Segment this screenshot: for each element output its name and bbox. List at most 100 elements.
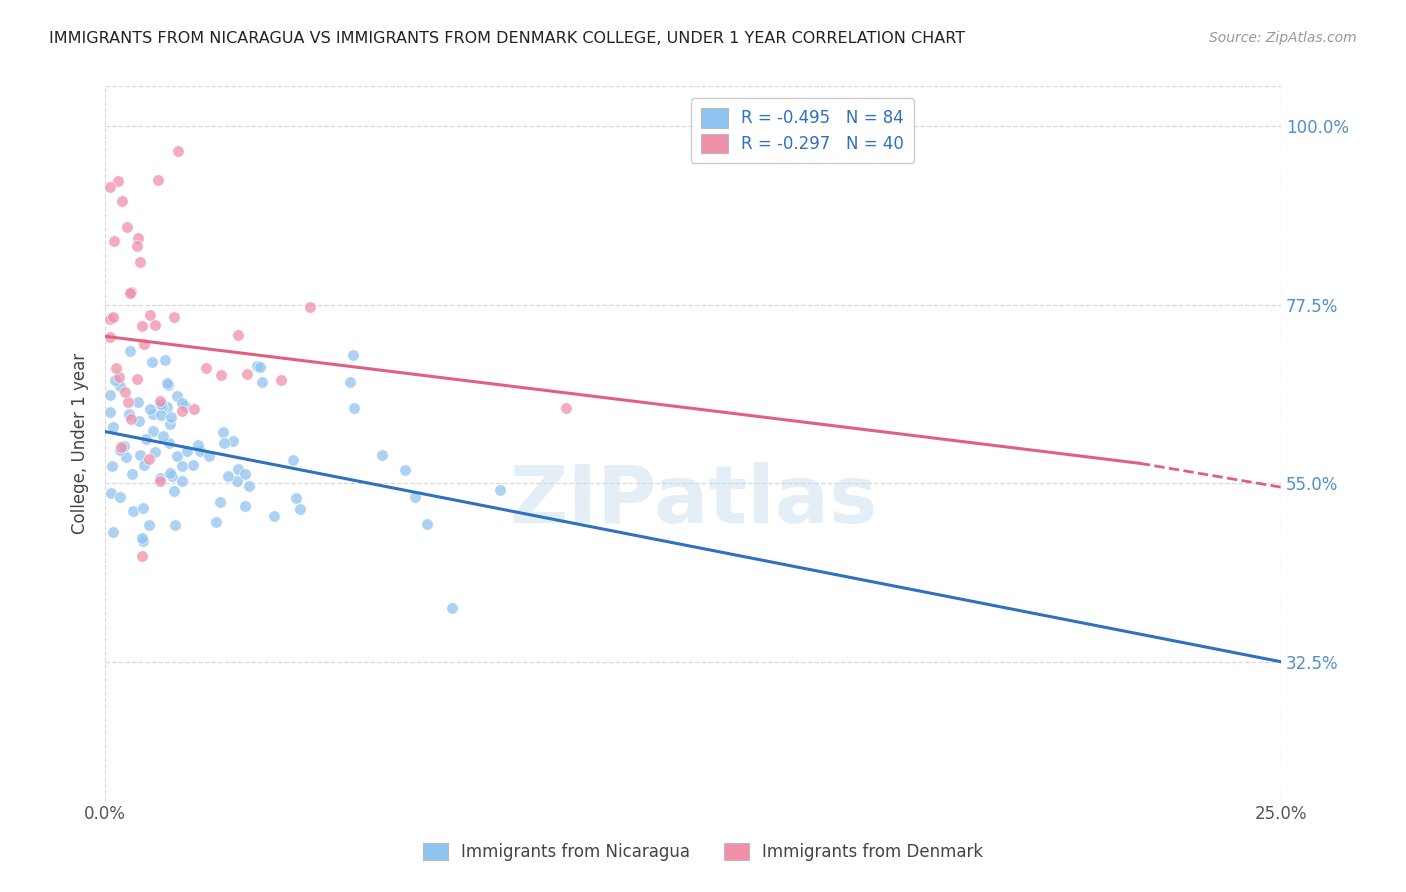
Point bbox=[115, 219, 138, 234]
Legend: R = -0.495   N = 84, R = -0.297   N = 40: R = -0.495 N = 84, R = -0.297 N = 40 bbox=[692, 98, 914, 163]
Point bbox=[132, 533, 155, 548]
Point bbox=[157, 435, 180, 450]
Point bbox=[138, 452, 160, 467]
Point bbox=[170, 396, 193, 410]
Point bbox=[183, 402, 205, 417]
Point bbox=[270, 373, 292, 387]
Point bbox=[127, 394, 149, 409]
Point bbox=[166, 389, 188, 403]
Point bbox=[156, 400, 179, 414]
Point bbox=[143, 445, 166, 459]
Point bbox=[141, 354, 163, 368]
Point bbox=[100, 485, 122, 500]
Point bbox=[228, 327, 250, 342]
Point bbox=[159, 466, 181, 480]
Point bbox=[156, 376, 179, 390]
Point bbox=[138, 518, 160, 533]
Point bbox=[114, 384, 136, 399]
Legend: Immigrants from Nicaragua, Immigrants from Denmark: Immigrants from Nicaragua, Immigrants fr… bbox=[416, 836, 990, 868]
Point bbox=[205, 515, 228, 529]
Point bbox=[152, 428, 174, 442]
Point bbox=[225, 474, 247, 488]
Point bbox=[249, 359, 271, 374]
Point bbox=[132, 337, 155, 351]
Point bbox=[150, 401, 173, 415]
Point bbox=[489, 483, 512, 498]
Point bbox=[212, 425, 235, 439]
Point bbox=[174, 400, 197, 414]
Point bbox=[103, 310, 125, 325]
Point bbox=[125, 372, 148, 386]
Point bbox=[139, 308, 162, 322]
Point bbox=[108, 379, 131, 393]
Point bbox=[127, 231, 149, 245]
Point bbox=[98, 405, 121, 419]
Point bbox=[103, 234, 125, 248]
Point bbox=[246, 359, 269, 373]
Point bbox=[104, 361, 127, 376]
Point bbox=[160, 409, 183, 424]
Point bbox=[149, 397, 172, 411]
Point bbox=[121, 467, 143, 482]
Point bbox=[131, 318, 153, 333]
Point bbox=[129, 255, 152, 269]
Point bbox=[110, 443, 132, 458]
Point bbox=[101, 458, 124, 473]
Point bbox=[98, 388, 121, 402]
Point bbox=[188, 443, 211, 458]
Point bbox=[111, 194, 134, 208]
Point bbox=[176, 443, 198, 458]
Point bbox=[163, 518, 186, 533]
Point bbox=[145, 318, 167, 332]
Point bbox=[120, 285, 142, 299]
Point bbox=[149, 471, 172, 485]
Point bbox=[298, 301, 321, 315]
Point bbox=[233, 467, 256, 482]
Point bbox=[114, 450, 136, 465]
Point bbox=[187, 438, 209, 452]
Text: IMMIGRANTS FROM NICARAGUA VS IMMIGRANTS FROM DENMARK COLLEGE, UNDER 1 YEAR CORRE: IMMIGRANTS FROM NICARAGUA VS IMMIGRANTS … bbox=[49, 31, 966, 46]
Point bbox=[153, 352, 176, 367]
Point bbox=[290, 502, 312, 516]
Point bbox=[108, 490, 131, 504]
Point bbox=[195, 361, 218, 376]
Point bbox=[134, 458, 156, 472]
Point bbox=[101, 524, 124, 539]
Y-axis label: College, Under 1 year: College, Under 1 year bbox=[72, 353, 89, 534]
Point bbox=[212, 436, 235, 450]
Point bbox=[112, 439, 135, 453]
Point bbox=[120, 285, 142, 300]
Point bbox=[129, 448, 152, 462]
Point bbox=[394, 462, 416, 476]
Point bbox=[122, 504, 145, 518]
Point bbox=[371, 448, 394, 462]
Point bbox=[110, 440, 132, 454]
Point bbox=[170, 458, 193, 473]
Point bbox=[209, 368, 232, 382]
Point bbox=[440, 601, 463, 615]
Point bbox=[339, 376, 361, 390]
Point bbox=[118, 344, 141, 359]
Point bbox=[117, 395, 139, 409]
Point bbox=[149, 394, 172, 409]
Point bbox=[166, 145, 188, 159]
Point bbox=[342, 348, 364, 362]
Point bbox=[172, 474, 194, 488]
Point bbox=[283, 452, 305, 467]
Point bbox=[103, 420, 125, 434]
Point bbox=[404, 490, 426, 504]
Point bbox=[108, 370, 131, 384]
Point bbox=[263, 508, 285, 523]
Point bbox=[159, 417, 181, 431]
Point bbox=[217, 468, 239, 483]
Point bbox=[250, 376, 273, 390]
Point bbox=[163, 483, 186, 498]
Point bbox=[142, 424, 165, 438]
Point bbox=[98, 312, 121, 326]
Point bbox=[156, 378, 179, 392]
Point bbox=[343, 401, 366, 416]
Point bbox=[166, 450, 188, 464]
Point bbox=[107, 174, 129, 188]
Point bbox=[120, 411, 142, 425]
Point bbox=[284, 491, 307, 506]
